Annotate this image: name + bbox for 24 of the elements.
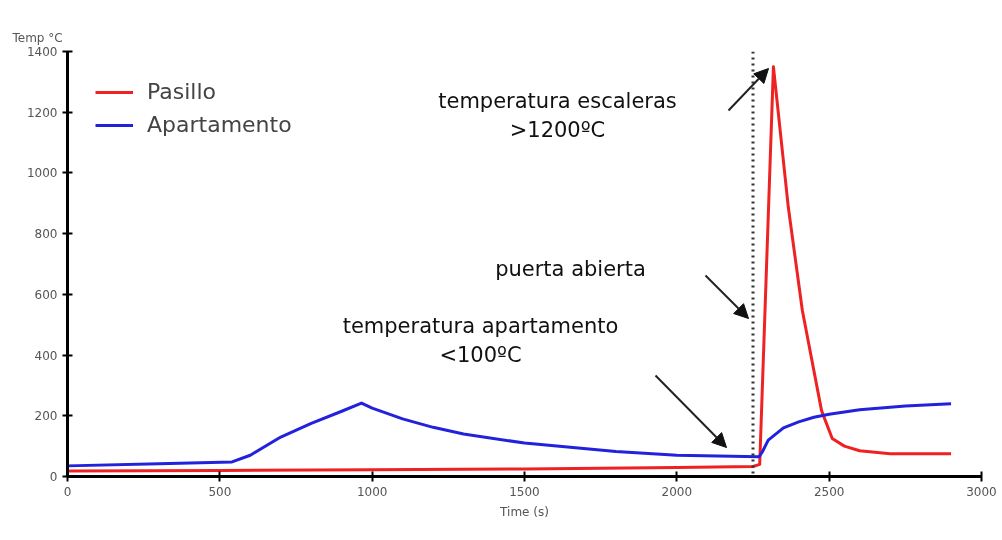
x-tick-label: 1500 [509,484,540,499]
y-tick-label: 800 [34,227,58,242]
x-tick-label: 0 [63,484,72,499]
x-axis-title: Time (s) [499,504,549,519]
x-tick-label: 1000 [356,484,388,499]
y-tick-label: 1000 [26,166,58,181]
x-tick-label: 2500 [813,484,845,499]
legend-label: Pasillo [147,79,217,104]
y-tick-label: 0 [49,470,58,484]
y-tick-label: 600 [34,287,58,302]
x-tick-label: 500 [208,484,232,499]
y-tick-label: 400 [34,348,58,363]
line-series [67,401,953,468]
x-tick-label: 3000 [966,484,997,499]
y-tick-label: 200 [34,409,58,424]
y-tick-label: 1400 [26,45,58,59]
y-axis-title: Temp °C [11,30,63,45]
annotation: temperatura escaleras >1200ºC [438,89,677,142]
line-series [67,65,953,473]
annotation: puerta abierta [495,256,646,281]
annotation: temperatura apartamento <100ºC [342,314,619,367]
x-tick-label: 2000 [661,484,693,499]
y-tick-label: 1200 [26,105,58,120]
legend-label: Apartamento [147,112,292,137]
